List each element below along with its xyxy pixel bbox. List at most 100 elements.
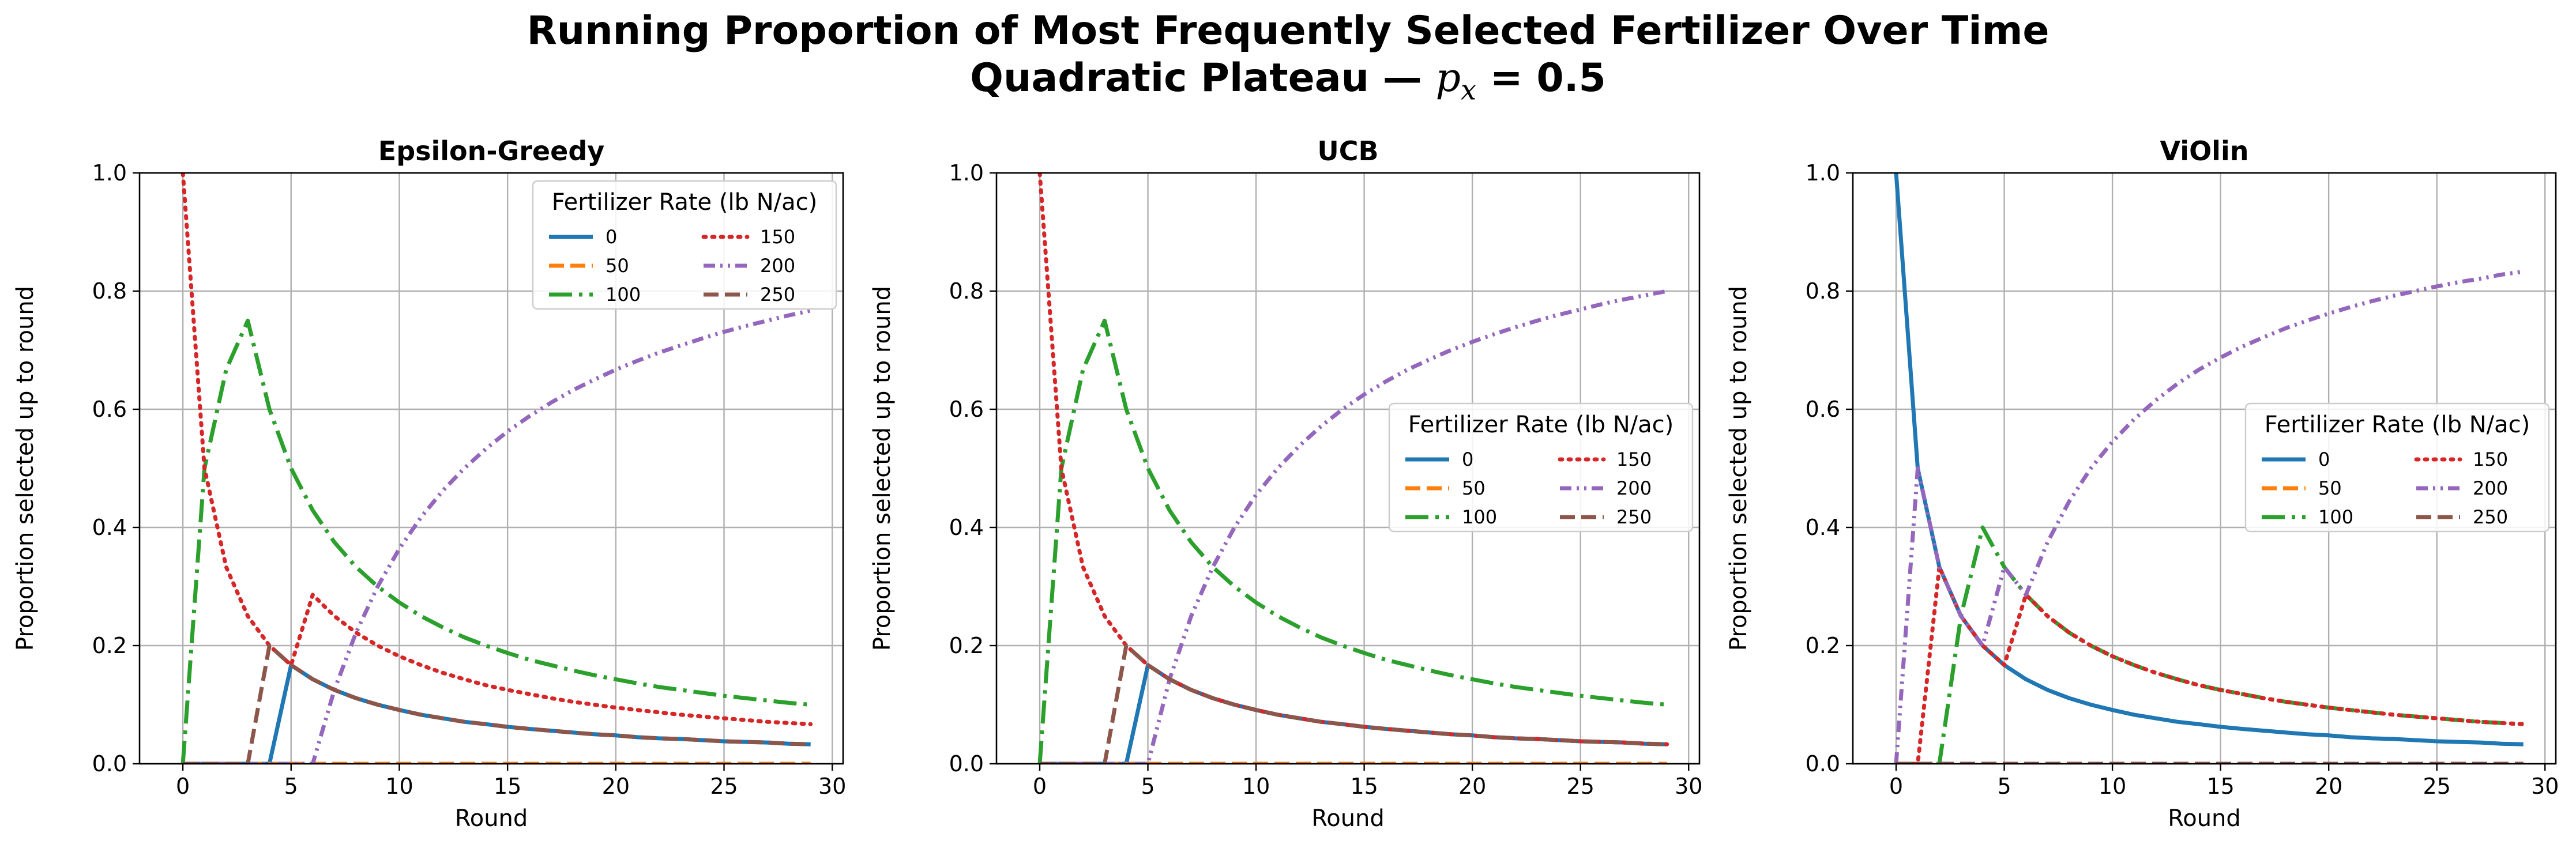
panel-title: ViOlin bbox=[2160, 135, 2249, 167]
y-tick-label: 0.6 bbox=[92, 397, 127, 422]
legend-label-50: 50 bbox=[606, 255, 629, 277]
legend-box bbox=[1388, 402, 1694, 533]
series-line-250 bbox=[1040, 643, 1667, 764]
title-prefix: Quadratic Plateau — bbox=[970, 55, 1436, 101]
x-tick-label: 10 bbox=[1242, 774, 1270, 799]
x-axis-label: Round bbox=[455, 805, 528, 832]
x-tick-label: 20 bbox=[1458, 774, 1486, 799]
legend-label-250: 250 bbox=[760, 284, 795, 306]
x-tick-label: 15 bbox=[2206, 774, 2234, 799]
y-tick-label: 0.4 bbox=[1806, 515, 1840, 540]
legend: Fertilizer Rate (lb N/ac) 0 50 100 150 200 250 bbox=[532, 180, 837, 310]
series-group bbox=[180, 173, 813, 764]
legend-label-100: 100 bbox=[606, 284, 641, 306]
legend-label-0: 0 bbox=[1462, 448, 1473, 470]
x-axis-label: Round bbox=[2168, 805, 2241, 832]
series-line-0 bbox=[183, 663, 811, 764]
axes-frame bbox=[995, 172, 1701, 765]
x-tick-label: 5 bbox=[1141, 774, 1155, 799]
series-line-200 bbox=[1040, 289, 1668, 764]
panel-title: Epsilon-Greedy bbox=[378, 135, 604, 167]
figure-title-line2: Quadratic Plateau — px = 0.5 bbox=[0, 55, 2576, 107]
y-tick-label: 0.8 bbox=[92, 278, 127, 304]
series-group bbox=[1037, 173, 1669, 764]
y-axis-label: Proportion selected up to round bbox=[869, 286, 896, 651]
legend-label-150: 150 bbox=[760, 226, 795, 248]
y-tick-label: 0.0 bbox=[949, 751, 984, 776]
legend: Fertilizer Rate (lb N/ac) 0 50 100 150 200 250 bbox=[2244, 402, 2550, 533]
series-line-150 bbox=[1894, 565, 2526, 764]
x-tick-label: 20 bbox=[2315, 774, 2342, 799]
legend-label-0: 0 bbox=[606, 226, 617, 248]
x-tick-label: 0 bbox=[1033, 774, 1047, 799]
legend-label-150: 150 bbox=[2473, 448, 2508, 470]
title-subscript: x bbox=[1460, 74, 1477, 107]
y-tick-label: 0.8 bbox=[949, 278, 984, 304]
legend-label-250: 250 bbox=[1616, 506, 1652, 528]
x-tick-label: 10 bbox=[2099, 774, 2126, 799]
legend-title: Fertilizer Rate (lb N/ac) bbox=[552, 189, 817, 216]
x-tick-label: 10 bbox=[385, 774, 413, 799]
legend-title: Fertilizer Rate (lb N/ac) bbox=[2265, 412, 2530, 438]
legend-label-150: 150 bbox=[1616, 448, 1652, 470]
panel-title: UCB bbox=[1317, 135, 1378, 167]
title-variable: p bbox=[1435, 55, 1461, 101]
legend-title: Fertilizer Rate (lb N/ac) bbox=[1408, 412, 1674, 438]
x-tick-label: 25 bbox=[710, 774, 738, 799]
y-tick-label: 0.0 bbox=[92, 751, 127, 776]
legend-label-200: 200 bbox=[2473, 477, 2508, 499]
y-tick-label: 0.2 bbox=[92, 633, 127, 658]
y-tick-label: 0.2 bbox=[1806, 633, 1840, 658]
legend-label-50: 50 bbox=[1462, 477, 1486, 499]
x-tick-label: 15 bbox=[494, 774, 521, 799]
axes-frame bbox=[138, 172, 844, 765]
y-tick-label: 1.0 bbox=[949, 160, 984, 186]
x-tick-label: 30 bbox=[818, 774, 846, 799]
series-group bbox=[1894, 173, 2526, 764]
series-line-200 bbox=[183, 308, 811, 764]
x-tick-label: 30 bbox=[1675, 774, 1702, 799]
legend-label-100: 100 bbox=[1462, 506, 1497, 528]
legend-label-50: 50 bbox=[2318, 477, 2342, 499]
axes-frame bbox=[1852, 172, 2557, 765]
title-suffix: = 0.5 bbox=[1476, 55, 1606, 101]
legend-label-200: 200 bbox=[760, 255, 795, 277]
y-tick-label: 0.8 bbox=[1806, 278, 1840, 304]
series-line-0 bbox=[1040, 663, 1667, 764]
legend: Fertilizer Rate (lb N/ac) 0 50 100 150 200 250 bbox=[1388, 402, 1694, 533]
x-tick-label: 30 bbox=[2531, 774, 2559, 799]
legend-box bbox=[2244, 402, 2550, 533]
panel-epsilon-greedy: 0 5 10 15 20 25 30 0.0 0.2 0.4 0.6 0.8 1.0 Round Propo… bbox=[12, 135, 846, 832]
panel-ucb: 0 5 10 15 20 25 30 0.0 0.2 0.4 0.6 0.8 1.0 Round Propo… bbox=[869, 135, 1702, 832]
series-line-150 bbox=[180, 173, 813, 726]
series-line-200 bbox=[1894, 269, 2524, 764]
y-tick-label: 0.0 bbox=[1806, 751, 1840, 776]
x-tick-label: 0 bbox=[1889, 774, 1903, 799]
y-axis-label: Proportion selected up to round bbox=[1725, 286, 1752, 651]
y-tick-label: 0.6 bbox=[1806, 397, 1840, 422]
x-tick-label: 25 bbox=[2423, 774, 2451, 799]
legend-label-0: 0 bbox=[2318, 448, 2330, 470]
y-tick-label: 0.6 bbox=[949, 397, 984, 422]
x-tick-label: 0 bbox=[176, 774, 190, 799]
y-tick-label: 0.4 bbox=[949, 515, 984, 540]
y-tick-label: 1.0 bbox=[92, 160, 127, 186]
y-tick-label: 1.0 bbox=[1806, 160, 1840, 186]
panel-violin: 0 5 10 15 20 25 30 0.0 0.2 0.4 0.6 0.8 1.0 Round Propo… bbox=[1725, 135, 2559, 832]
legend-label-250: 250 bbox=[2473, 506, 2508, 528]
legend-box bbox=[532, 180, 837, 310]
series-line-0 bbox=[1894, 173, 2524, 746]
x-tick-label: 25 bbox=[1567, 774, 1595, 799]
legend-label-200: 200 bbox=[1616, 477, 1652, 499]
series-line-100 bbox=[1037, 318, 1667, 764]
y-tick-label: 0.4 bbox=[92, 515, 127, 540]
x-tick-label: 5 bbox=[1997, 774, 2011, 799]
legend-label-100: 100 bbox=[2318, 506, 2353, 528]
y-tick-label: 0.2 bbox=[949, 633, 984, 658]
x-tick-label: 5 bbox=[284, 774, 298, 799]
figure-title-line1: Running Proportion of Most Frequently Se… bbox=[527, 8, 2049, 54]
x-tick-label: 15 bbox=[1350, 774, 1378, 799]
x-axis-label: Round bbox=[1311, 805, 1385, 832]
